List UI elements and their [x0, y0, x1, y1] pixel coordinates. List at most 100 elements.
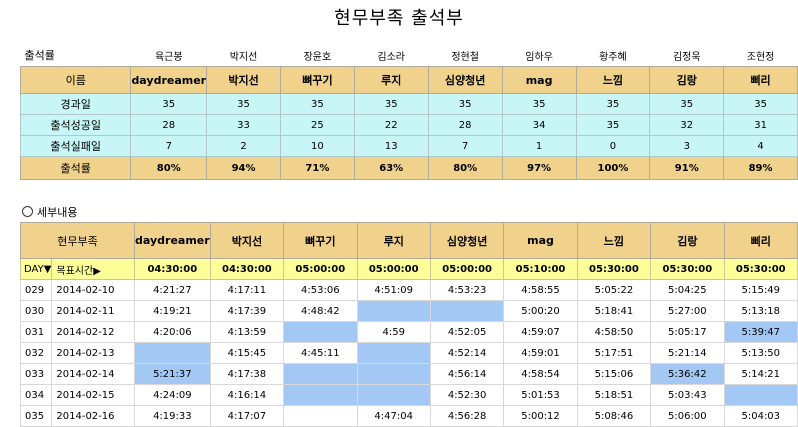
absent-time-cell[interactable]: [283, 384, 358, 406]
nickname-header-cell[interactable]: 뼈꾸기: [283, 222, 358, 259]
stat-value-cell[interactable]: 0: [575, 135, 651, 157]
nickname-header-cell[interactable]: daydreamer: [134, 222, 211, 259]
checkin-time-cell[interactable]: 4:47:04: [356, 405, 431, 427]
checkin-time-cell[interactable]: 4:45:11: [283, 342, 358, 364]
stat-value-cell[interactable]: 35: [575, 93, 651, 115]
nickname-header-cell[interactable]: 루지: [353, 66, 429, 94]
checkin-time-cell[interactable]: 4:15:45: [209, 342, 285, 364]
date-cell[interactable]: 2014-02-11: [51, 300, 136, 322]
checkin-time-cell[interactable]: 4:20:06: [134, 321, 211, 343]
target-time-cell[interactable]: 05:30:00: [723, 258, 798, 280]
stat-value-cell[interactable]: 35: [575, 114, 651, 136]
target-time-cell[interactable]: 04:30:00: [209, 258, 285, 280]
nickname-header-cell[interactable]: 김랑: [649, 66, 725, 94]
checkin-time-cell[interactable]: 5:05:17: [650, 321, 725, 343]
checkin-time-cell[interactable]: 4:56:28: [429, 405, 505, 427]
rate-value-cell[interactable]: 100%: [575, 156, 651, 180]
checkin-time-cell[interactable]: 4:17:11: [209, 279, 285, 301]
nickname-header-cell[interactable]: mag: [503, 222, 578, 259]
day-number-cell[interactable]: 029: [19, 279, 53, 301]
checkin-time-cell[interactable]: 4:13:59: [209, 321, 285, 343]
stat-value-cell[interactable]: 28: [130, 114, 208, 136]
checkin-time-cell[interactable]: 4:58:55: [503, 279, 578, 301]
target-time-cell[interactable]: 05:00:00: [283, 258, 358, 280]
checkin-time-cell[interactable]: 5:01:53: [503, 384, 578, 406]
checkin-time-cell[interactable]: 4:24:09: [134, 384, 211, 406]
member-name-cell[interactable]: 임하우: [525, 51, 553, 63]
stat-value-cell[interactable]: 2: [206, 135, 281, 157]
stat-value-cell[interactable]: 35: [723, 93, 798, 115]
rate-value-cell[interactable]: 94%: [206, 156, 281, 180]
checkin-time-cell[interactable]: 4:17:38: [209, 363, 285, 385]
stat-value-cell[interactable]: 1: [501, 135, 577, 157]
day-number-cell[interactable]: 031: [19, 321, 53, 343]
member-name-cell[interactable]: 박지선: [229, 51, 258, 63]
checkin-time-cell[interactable]: 4:52:30: [429, 384, 505, 406]
absent-time-cell[interactable]: 5:39:47: [723, 321, 798, 343]
rate-value-cell[interactable]: 91%: [649, 156, 725, 180]
absent-time-cell[interactable]: [356, 363, 431, 385]
checkin-time-cell[interactable]: 4:16:14: [209, 384, 285, 406]
stat-value-cell[interactable]: 7: [130, 135, 208, 157]
checkin-time-cell[interactable]: 5:15:06: [576, 363, 652, 385]
nickname-header-cell[interactable]: 삐리: [723, 222, 798, 259]
checkin-time-cell[interactable]: 4:19:21: [134, 300, 211, 322]
rate-value-cell[interactable]: 71%: [279, 156, 355, 180]
stat-value-cell[interactable]: 25: [279, 114, 355, 136]
stat-value-cell[interactable]: 3: [649, 135, 725, 157]
checkin-time-cell[interactable]: 4:53:23: [429, 279, 505, 301]
stat-value-cell[interactable]: 35: [501, 93, 577, 115]
checkin-time-cell[interactable]: 4:58:54: [503, 363, 578, 385]
checkin-time-cell[interactable]: 5:21:14: [650, 342, 725, 364]
absent-time-cell[interactable]: [283, 321, 358, 343]
stat-value-cell[interactable]: 7: [427, 135, 503, 157]
stat-value-cell[interactable]: 35: [206, 93, 281, 115]
stat-value-cell[interactable]: 33: [206, 114, 281, 136]
absent-time-cell[interactable]: [283, 363, 358, 385]
checkin-time-cell[interactable]: 5:04:25: [650, 279, 725, 301]
date-cell[interactable]: 2014-02-13: [51, 342, 136, 364]
date-cell[interactable]: 2014-02-14: [51, 363, 136, 385]
rate-value-cell[interactable]: 63%: [353, 156, 429, 180]
rate-value-cell[interactable]: 97%: [501, 156, 577, 180]
day-number-cell[interactable]: 030: [19, 300, 53, 322]
nickname-header-cell[interactable]: 루지: [356, 222, 431, 259]
member-name-cell[interactable]: 황주혜: [599, 51, 627, 63]
checkin-time-cell[interactable]: 5:14:21: [723, 363, 798, 385]
checkin-time-cell[interactable]: 5:03:43: [650, 384, 725, 406]
stat-value-cell[interactable]: 35: [649, 93, 725, 115]
stat-value-cell[interactable]: 22: [353, 114, 429, 136]
absent-time-cell[interactable]: [134, 342, 211, 364]
nickname-header-cell[interactable]: 박지선: [206, 66, 281, 94]
target-time-cell[interactable]: 04:30:00: [134, 258, 211, 280]
member-name-cell[interactable]: 김정욱: [672, 51, 701, 63]
checkin-time-cell[interactable]: 5:18:51: [576, 384, 652, 406]
target-time-cell[interactable]: 05:30:00: [576, 258, 652, 280]
date-cell[interactable]: 2014-02-10: [51, 279, 136, 301]
checkin-time-cell[interactable]: 5:05:22: [576, 279, 652, 301]
day-number-cell[interactable]: 034: [19, 384, 53, 406]
checkin-time-cell[interactable]: 4:53:06: [283, 279, 358, 301]
date-cell[interactable]: 2014-02-15: [51, 384, 136, 406]
checkin-time-cell[interactable]: 4:17:39: [209, 300, 285, 322]
target-time-cell[interactable]: 05:00:00: [429, 258, 505, 280]
date-cell[interactable]: 2014-02-16: [51, 405, 136, 427]
target-time-cell[interactable]: 05:10:00: [503, 258, 578, 280]
checkin-time-cell[interactable]: 4:59:01: [503, 342, 578, 364]
member-name-cell[interactable]: 조현정: [746, 51, 775, 63]
target-time-cell[interactable]: 05:00:00: [356, 258, 431, 280]
checkin-time-cell[interactable]: 4:59:07: [503, 321, 578, 343]
stat-value-cell[interactable]: 28: [427, 114, 503, 136]
stat-value-cell[interactable]: 35: [427, 93, 503, 115]
checkin-time-cell[interactable]: 4:17:07: [209, 405, 285, 427]
target-time-cell[interactable]: 05:30:00: [650, 258, 725, 280]
nickname-header-cell[interactable]: 느낌: [576, 222, 652, 259]
nickname-header-cell[interactable]: 심양청년: [427, 66, 503, 94]
absent-time-cell[interactable]: [356, 300, 431, 322]
nickname-header-cell[interactable]: 삐리: [723, 66, 798, 94]
member-name-cell[interactable]: 김소라: [377, 51, 406, 63]
nickname-header-cell[interactable]: 뼈꾸기: [279, 66, 355, 94]
nickname-header-cell[interactable]: 느낌: [575, 66, 651, 94]
checkin-time-cell[interactable]: 5:00:12: [503, 405, 578, 427]
checkin-time-cell[interactable]: 5:27:00: [650, 300, 725, 322]
